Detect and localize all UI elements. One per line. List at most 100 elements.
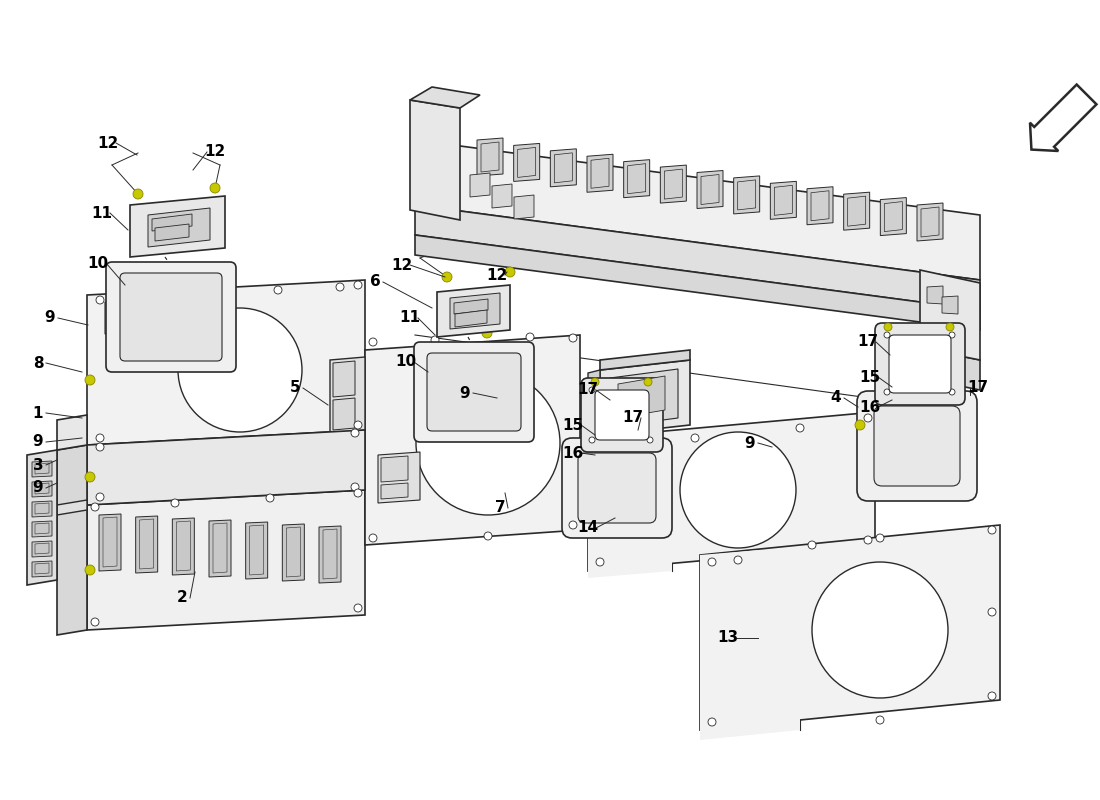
Polygon shape xyxy=(378,452,420,503)
Polygon shape xyxy=(734,176,760,214)
Polygon shape xyxy=(57,415,87,450)
Text: 1: 1 xyxy=(33,406,43,421)
Polygon shape xyxy=(365,335,580,545)
Polygon shape xyxy=(587,154,613,192)
Polygon shape xyxy=(700,550,800,740)
Polygon shape xyxy=(32,541,52,557)
Circle shape xyxy=(91,503,99,511)
Circle shape xyxy=(596,558,604,566)
Circle shape xyxy=(876,534,884,542)
Circle shape xyxy=(884,389,890,395)
Circle shape xyxy=(170,499,179,507)
Polygon shape xyxy=(600,360,690,435)
FancyBboxPatch shape xyxy=(120,273,222,361)
Polygon shape xyxy=(333,398,355,430)
Circle shape xyxy=(336,283,344,291)
Polygon shape xyxy=(880,198,906,235)
Circle shape xyxy=(368,338,377,346)
Text: 7: 7 xyxy=(495,501,505,515)
FancyBboxPatch shape xyxy=(874,406,960,486)
Polygon shape xyxy=(130,196,225,257)
FancyBboxPatch shape xyxy=(427,353,521,431)
Polygon shape xyxy=(104,298,175,334)
Circle shape xyxy=(431,336,439,344)
Text: 14: 14 xyxy=(578,521,598,535)
Circle shape xyxy=(211,290,219,298)
Polygon shape xyxy=(415,140,980,280)
Circle shape xyxy=(796,424,804,432)
Polygon shape xyxy=(927,286,943,304)
Circle shape xyxy=(569,521,578,529)
Polygon shape xyxy=(550,149,576,187)
Circle shape xyxy=(482,328,492,338)
Circle shape xyxy=(416,371,560,515)
Polygon shape xyxy=(844,192,870,230)
Polygon shape xyxy=(319,526,341,583)
Text: 3: 3 xyxy=(33,458,43,473)
Circle shape xyxy=(680,432,796,548)
FancyBboxPatch shape xyxy=(874,323,965,405)
Polygon shape xyxy=(660,165,686,203)
Polygon shape xyxy=(28,450,57,585)
Text: 17: 17 xyxy=(623,410,643,426)
Circle shape xyxy=(210,183,220,193)
Circle shape xyxy=(596,440,604,448)
Circle shape xyxy=(949,389,955,395)
Circle shape xyxy=(85,472,95,482)
Text: 9: 9 xyxy=(45,310,55,326)
Polygon shape xyxy=(330,357,365,433)
Polygon shape xyxy=(917,203,943,241)
Polygon shape xyxy=(57,505,87,635)
Polygon shape xyxy=(920,348,980,390)
Polygon shape xyxy=(173,518,195,575)
Polygon shape xyxy=(588,370,600,438)
Polygon shape xyxy=(32,461,52,477)
Circle shape xyxy=(988,608,996,616)
FancyBboxPatch shape xyxy=(414,342,534,442)
Circle shape xyxy=(151,294,160,302)
Text: 11: 11 xyxy=(91,206,112,221)
Polygon shape xyxy=(381,456,408,482)
Text: 16: 16 xyxy=(562,446,584,461)
Polygon shape xyxy=(415,205,980,310)
Circle shape xyxy=(96,434,104,442)
Text: 4: 4 xyxy=(830,390,842,406)
Circle shape xyxy=(368,534,377,542)
Text: 8: 8 xyxy=(33,355,43,370)
Circle shape xyxy=(354,489,362,497)
Text: 16: 16 xyxy=(859,399,881,414)
Text: 17: 17 xyxy=(857,334,879,350)
Circle shape xyxy=(855,420,865,430)
Polygon shape xyxy=(920,270,980,360)
FancyBboxPatch shape xyxy=(562,438,672,538)
FancyBboxPatch shape xyxy=(581,378,663,452)
Circle shape xyxy=(988,526,996,534)
Polygon shape xyxy=(333,361,355,397)
Text: 15: 15 xyxy=(859,370,881,385)
Polygon shape xyxy=(492,184,512,208)
Text: 15: 15 xyxy=(562,418,584,433)
Text: 9: 9 xyxy=(745,435,756,450)
Text: 9: 9 xyxy=(33,481,43,495)
Polygon shape xyxy=(415,235,980,330)
Polygon shape xyxy=(155,224,189,241)
Polygon shape xyxy=(245,522,267,579)
Polygon shape xyxy=(942,296,958,314)
Circle shape xyxy=(647,387,653,393)
Text: 13: 13 xyxy=(717,630,738,646)
FancyBboxPatch shape xyxy=(595,390,649,440)
Circle shape xyxy=(808,541,816,549)
Polygon shape xyxy=(410,100,460,220)
Polygon shape xyxy=(437,285,510,337)
Circle shape xyxy=(274,286,282,294)
Polygon shape xyxy=(148,208,210,247)
Circle shape xyxy=(133,189,143,199)
Circle shape xyxy=(591,378,600,386)
Circle shape xyxy=(178,308,303,432)
Text: 11: 11 xyxy=(399,310,420,326)
Circle shape xyxy=(91,618,99,626)
Polygon shape xyxy=(514,143,540,182)
Circle shape xyxy=(512,391,519,399)
Circle shape xyxy=(505,267,515,277)
Polygon shape xyxy=(99,514,121,571)
